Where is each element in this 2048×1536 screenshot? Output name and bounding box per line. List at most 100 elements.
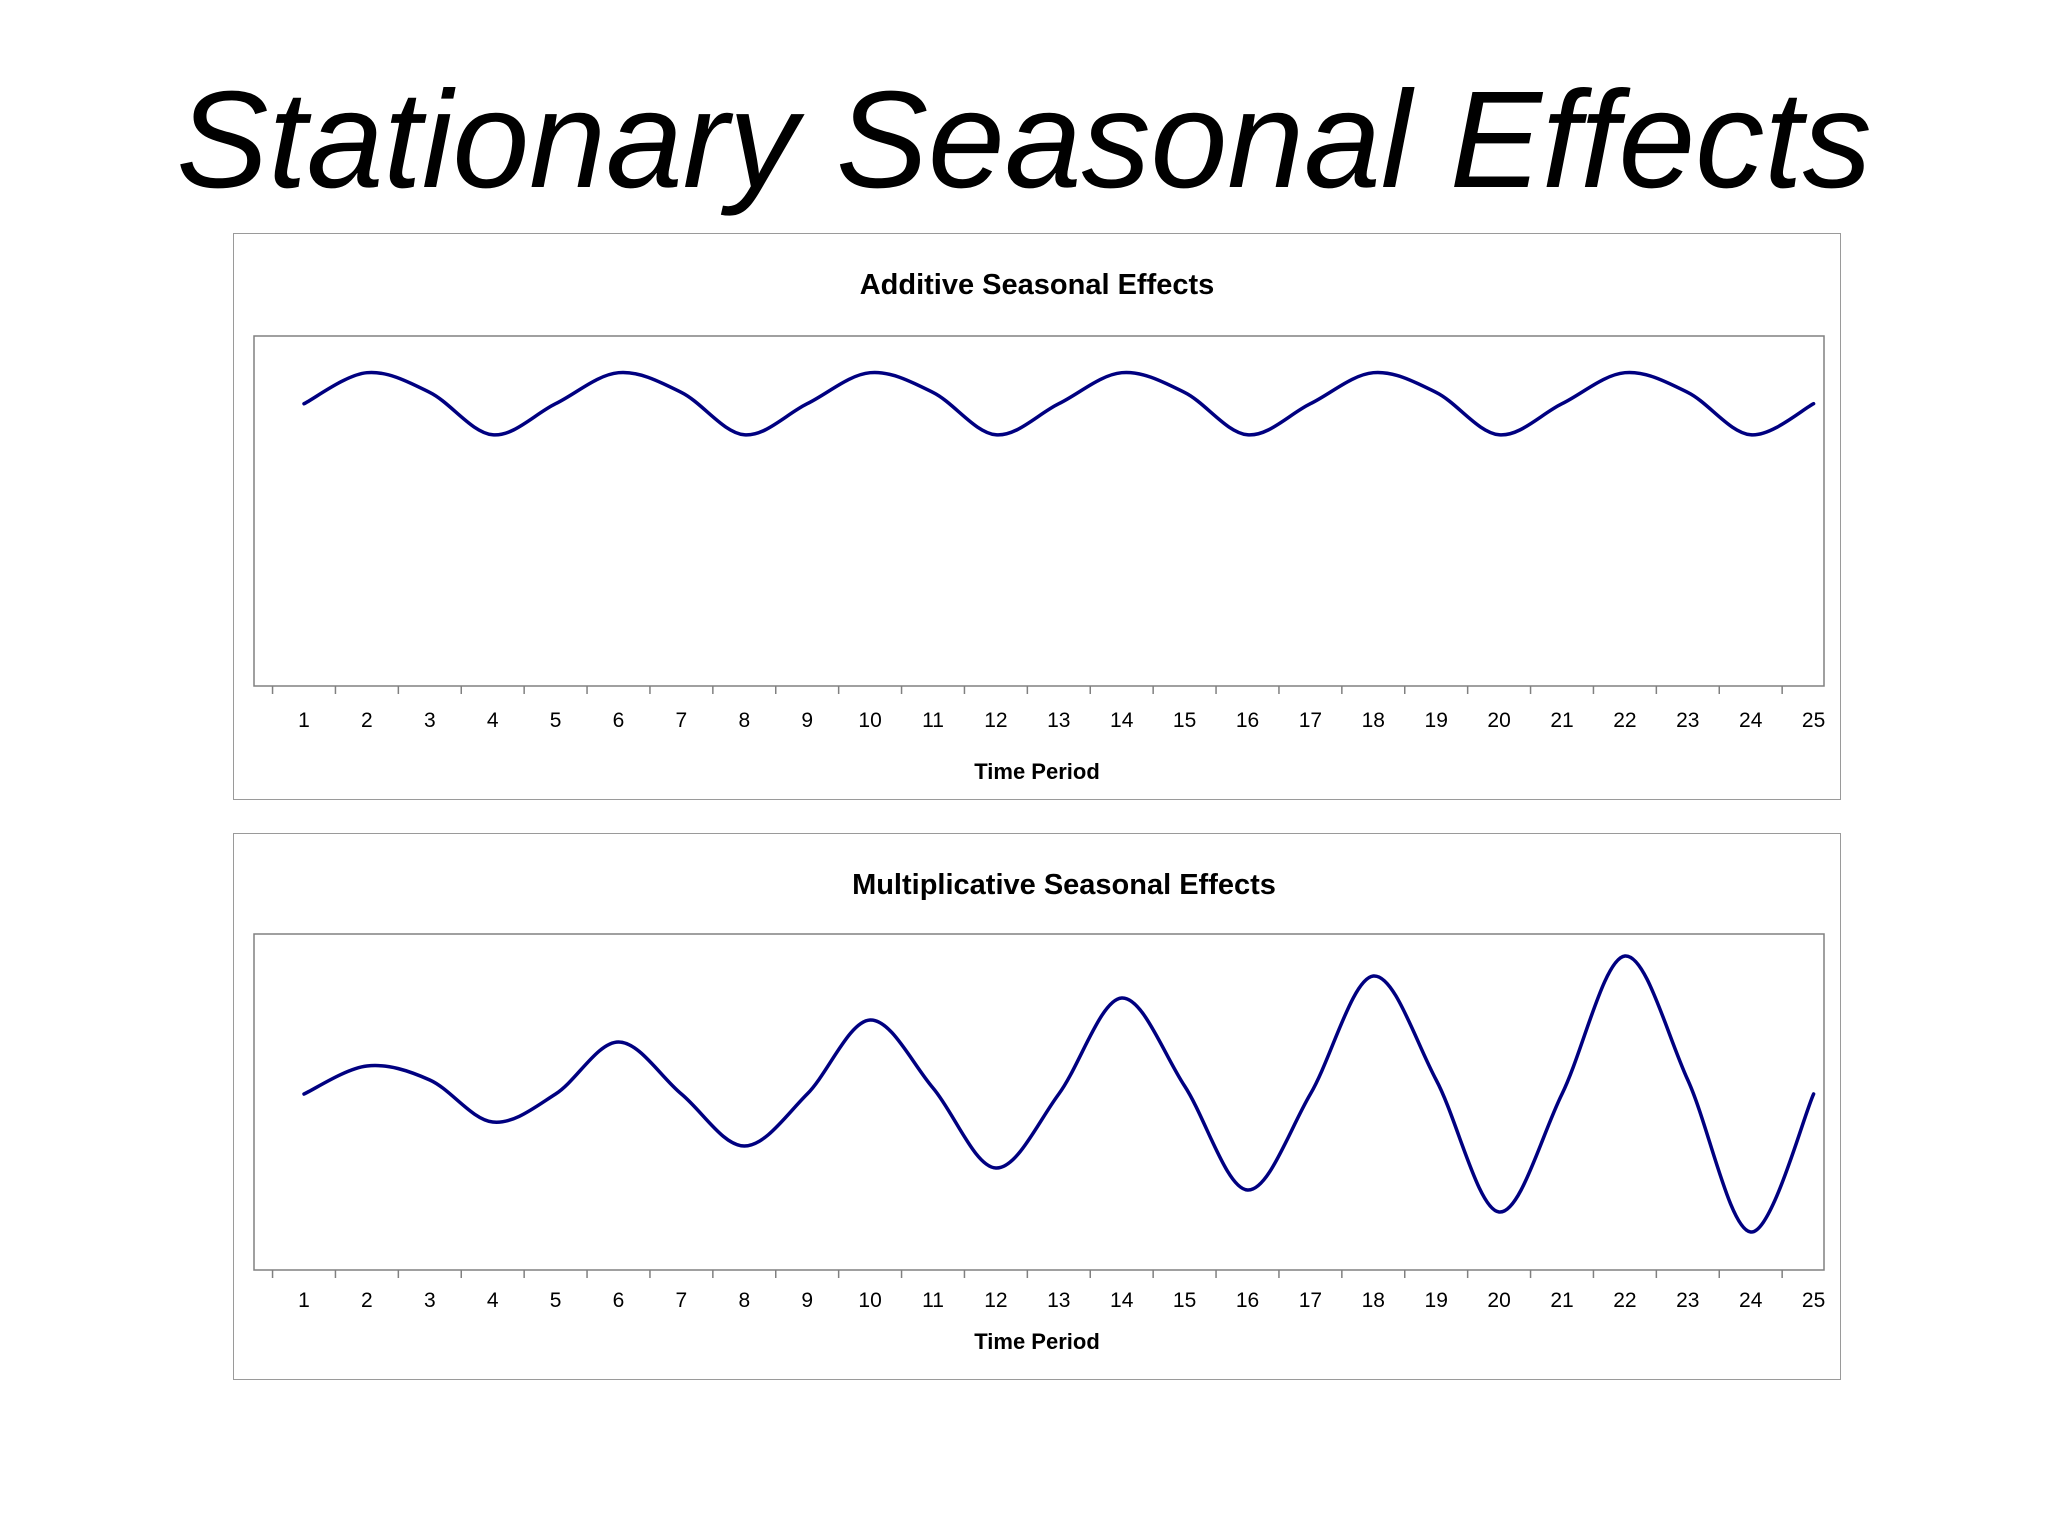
data-point [805, 1092, 809, 1096]
x-tick-label: 10 [858, 1289, 881, 1312]
chart-title: Multiplicative Seasonal Effects [852, 869, 1276, 901]
x-tick-label: 21 [1550, 709, 1573, 732]
data-point [428, 390, 432, 394]
data-point [1623, 371, 1627, 375]
x-tick-label: 9 [801, 709, 813, 732]
x-tick-label: 12 [984, 709, 1007, 732]
x-tick-label: 1 [298, 1289, 310, 1312]
data-point [1183, 1084, 1187, 1088]
data-point [1057, 402, 1061, 406]
x-tick-label: 16 [1236, 709, 1259, 732]
x-tick-label: 13 [1047, 709, 1070, 732]
data-point [1371, 371, 1375, 375]
data-point [1749, 433, 1753, 437]
data-point [1560, 1092, 1564, 1096]
data-point [302, 402, 306, 406]
plot-area [253, 933, 1825, 1271]
x-tick-label: 23 [1676, 1289, 1699, 1312]
x-tick-label: 15 [1173, 1289, 1196, 1312]
x-tick-label: 3 [424, 1289, 436, 1312]
x-tick-label: 19 [1425, 1289, 1448, 1312]
x-tick-label: 11 [922, 709, 944, 732]
series-line [302, 370, 1816, 437]
data-point [1246, 1188, 1250, 1192]
x-tick-label: 3 [424, 709, 436, 732]
data-point [931, 390, 935, 394]
x-tick-label: 12 [984, 1289, 1007, 1312]
x-tick-label: 14 [1110, 709, 1134, 732]
x-tick-label: 6 [613, 1289, 625, 1312]
x-tick-label: 2 [361, 709, 373, 732]
x-tick-label: 5 [550, 1289, 562, 1312]
x-tick-label: 14 [1110, 1289, 1134, 1312]
x-axis-tick-labels: 1 2 3 4 5 6 7 8 9 10 11 12 13 14 15 16 17 18 19 20 21 22 23 24 2… [298, 709, 1825, 732]
x-tick-label: 19 [1425, 709, 1448, 732]
data-point [1686, 1078, 1690, 1082]
x-tick-label: 11 [922, 1289, 944, 1312]
data-point [302, 1092, 306, 1096]
additive-chart: Additive Seasonal Effects 1 2 3 4 5 6 7 8 9 10 11 1… [253, 269, 1825, 784]
data-point [365, 1064, 369, 1068]
plot-area [253, 335, 1825, 687]
data-point [1057, 1092, 1061, 1096]
data-point [742, 433, 746, 437]
x-tick-label: 20 [1487, 709, 1510, 732]
x-axis-label: Time Period [974, 759, 1100, 784]
data-point [1560, 402, 1564, 406]
x-axis-ticks [271, 1270, 1783, 1278]
data-point [1497, 1210, 1501, 1214]
data-point [1623, 954, 1627, 958]
x-tick-label: 20 [1487, 1289, 1510, 1312]
data-point [491, 433, 495, 437]
x-axis-tick-labels: 1 2 3 4 5 6 7 8 9 10 11 12 13 14 15 16 17 18 19 20 21 22 23 24 2… [298, 1289, 1825, 1312]
x-tick-label: 7 [676, 709, 688, 732]
x-tick-label: 25 [1802, 709, 1825, 732]
data-point [1434, 390, 1438, 394]
data-point [805, 402, 809, 406]
data-point [1246, 433, 1250, 437]
data-point [1434, 1078, 1438, 1082]
data-point [868, 371, 872, 375]
data-point [1183, 390, 1187, 394]
x-tick-label: 1 [298, 709, 310, 732]
data-point [1120, 371, 1124, 375]
x-tick-label: 8 [738, 709, 750, 732]
data-point [868, 1018, 872, 1022]
data-point [1308, 402, 1312, 406]
x-tick-label: 21 [1550, 1289, 1573, 1312]
page-title: Stationary Seasonal Effects [176, 63, 1872, 217]
data-point [931, 1086, 935, 1090]
data-point [554, 402, 558, 406]
x-tick-label: 18 [1362, 1289, 1385, 1312]
data-point [679, 390, 683, 394]
x-axis-label: Time Period [974, 1329, 1100, 1354]
data-point [994, 433, 998, 437]
x-tick-label: 15 [1173, 709, 1196, 732]
x-axis-ticks [271, 686, 1783, 694]
data-point [428, 1078, 432, 1082]
data-point [679, 1092, 683, 1096]
data-point [617, 1040, 621, 1044]
x-tick-label: 16 [1236, 1289, 1259, 1312]
x-tick-label: 4 [487, 709, 499, 732]
x-tick-label: 8 [738, 1289, 750, 1312]
x-tick-label: 10 [858, 709, 881, 732]
chart-title: Additive Seasonal Effects [860, 269, 1215, 301]
x-tick-label: 9 [801, 1289, 813, 1312]
x-tick-label: 24 [1739, 709, 1763, 732]
data-point [1812, 402, 1816, 406]
x-tick-label: 4 [487, 1289, 499, 1312]
data-point [491, 1120, 495, 1124]
data-point [1120, 996, 1124, 1000]
x-tick-label: 23 [1676, 709, 1699, 732]
x-tick-label: 24 [1739, 1289, 1763, 1312]
data-point [1686, 390, 1690, 394]
x-tick-label: 17 [1299, 709, 1322, 732]
series-line [302, 954, 1816, 1234]
additive-chart-frame: Additive Seasonal Effects 1 2 3 4 5 6 7 8 9 10 11 1… [233, 233, 1841, 800]
data-point [1497, 433, 1501, 437]
x-tick-label: 25 [1802, 1289, 1825, 1312]
data-point [994, 1166, 998, 1170]
x-tick-label: 5 [550, 709, 562, 732]
